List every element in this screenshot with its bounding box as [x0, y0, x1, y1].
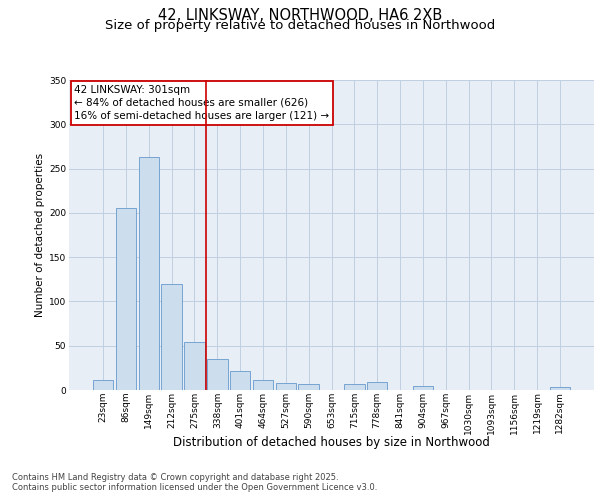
Text: Size of property relative to detached houses in Northwood: Size of property relative to detached ho…: [105, 18, 495, 32]
X-axis label: Distribution of detached houses by size in Northwood: Distribution of detached houses by size …: [173, 436, 490, 450]
Y-axis label: Number of detached properties: Number of detached properties: [35, 153, 45, 317]
Bar: [161, 284, 182, 390]
Bar: [139, 157, 159, 390]
Bar: [184, 342, 205, 390]
Bar: [230, 370, 250, 390]
Text: 42, LINKSWAY, NORTHWOOD, HA6 2XB: 42, LINKSWAY, NORTHWOOD, HA6 2XB: [158, 8, 442, 22]
Bar: [298, 384, 319, 390]
Bar: [413, 386, 433, 390]
Text: 42 LINKSWAY: 301sqm
← 84% of detached houses are smaller (626)
16% of semi-detac: 42 LINKSWAY: 301sqm ← 84% of detached ho…: [74, 84, 329, 121]
Bar: [207, 359, 227, 390]
Bar: [344, 384, 365, 390]
Bar: [253, 380, 273, 390]
Text: Contains public sector information licensed under the Open Government Licence v3: Contains public sector information licen…: [12, 482, 377, 492]
Bar: [93, 380, 113, 390]
Text: Contains HM Land Registry data © Crown copyright and database right 2025.: Contains HM Land Registry data © Crown c…: [12, 472, 338, 482]
Bar: [367, 382, 388, 390]
Bar: [275, 383, 296, 390]
Bar: [116, 208, 136, 390]
Bar: [550, 388, 570, 390]
